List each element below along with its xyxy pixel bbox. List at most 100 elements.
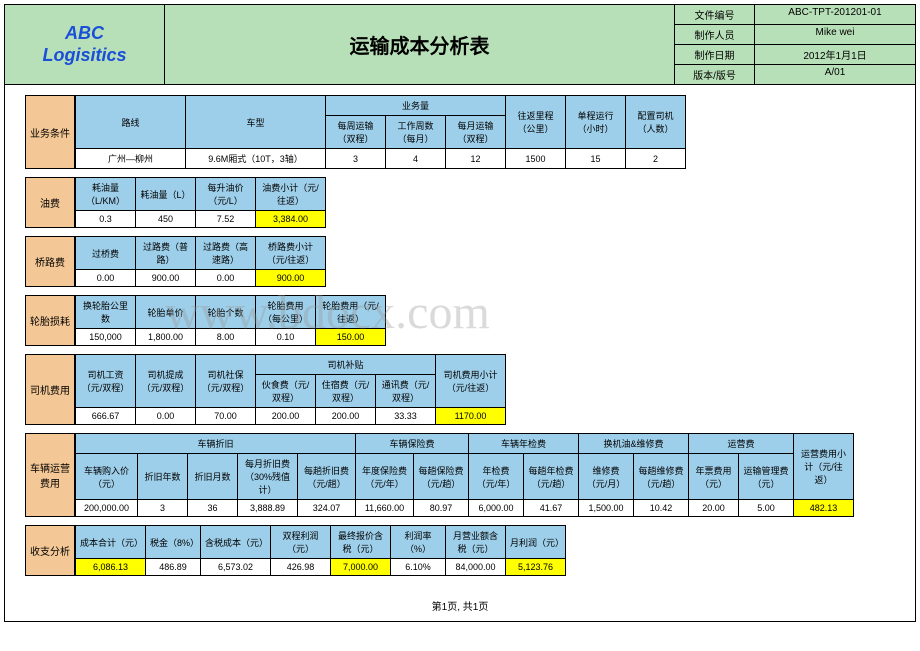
section-label: 收支分析	[25, 525, 75, 576]
section-fuel: 油费 耗油量（L/KM） 耗油量（L） 每升油价（元/L） 油费小计（元/往返）…	[25, 177, 895, 228]
meta-label: 制作人员	[675, 25, 755, 44]
hdr: 每趟保险费（元/趟）	[414, 454, 469, 500]
hdr-group: 车辆折旧	[76, 434, 356, 454]
meta-label: 版本/版号	[675, 65, 755, 84]
section-label: 油费	[25, 177, 75, 228]
hdr: 利润率（%）	[391, 526, 446, 559]
hdr: 年检费（元/年）	[469, 454, 524, 500]
hdr-weeks: 工作周数（每月）	[386, 116, 446, 149]
logo-box: ABC Logisitics	[5, 5, 165, 84]
hdr: 耗油量（L）	[136, 178, 196, 211]
section-label: 轮胎损耗	[25, 295, 75, 346]
val: 0.3	[76, 211, 136, 228]
meta-label: 文件编号	[675, 5, 755, 24]
val: 3	[138, 500, 188, 517]
hdr: 过桥费	[76, 237, 136, 270]
val: 6,086.13	[76, 559, 146, 576]
hdr: 每趟维修费（元/趟）	[634, 454, 689, 500]
business-table: 路线 车型 业务量 往返里程（公里） 单程运行（小时） 配置司机（人数） 每周运…	[75, 95, 686, 169]
hdr: 伙食费（元/双程）	[256, 375, 316, 408]
val: 666.67	[76, 408, 136, 425]
hdr: 住宿费（元/双程）	[316, 375, 376, 408]
val: 1,800.00	[136, 329, 196, 346]
logo-line2: Logisitics	[42, 45, 126, 67]
hdr: 运输管理费（元）	[739, 454, 794, 500]
val: 70.00	[196, 408, 256, 425]
subtotal: 482.13	[794, 500, 854, 517]
hdr: 车辆购入价（元）	[76, 454, 138, 500]
val: 200,000.00	[76, 500, 138, 517]
content-area: www.bdocx.com 业务条件 路线 车型 业务量 往返里程（公里） 单程…	[5, 85, 915, 594]
val: 41.67	[524, 500, 579, 517]
hdr: 每月折旧费（30%残值计）	[238, 454, 298, 500]
opex-table: 车辆折旧 车辆保险费 车辆年检费 换机油&维修费 运营费 运营费用小计（元/往返…	[75, 433, 854, 517]
meta-value: ABC-TPT-201201-01	[755, 5, 915, 24]
document-title: 运输成本分析表	[165, 5, 675, 84]
section-label: 桥路费	[25, 236, 75, 287]
hdr-volume: 业务量	[326, 96, 506, 116]
section-label: 车辆运营费用	[25, 433, 75, 517]
val: 5,123.76	[506, 559, 566, 576]
val: 7,000.00	[331, 559, 391, 576]
hdr: 年票费用（元）	[689, 454, 739, 500]
hdr: 过路费（高速路）	[196, 237, 256, 270]
hdr: 税金（8%）	[146, 526, 201, 559]
val: 426.98	[271, 559, 331, 576]
val: 0.10	[256, 329, 316, 346]
meta-value: Mike wei	[755, 25, 915, 44]
section-toll: 桥路费 过桥费 过路费（普路） 过路费（高速路） 桥路费小计（元/往返） 0.0…	[25, 236, 895, 287]
meta-table: 文件编号 ABC-TPT-201201-01 制作人员 Mike wei 制作日…	[675, 5, 915, 84]
hdr-vehicle: 车型	[186, 96, 326, 149]
hdr: 换轮胎公里数	[76, 296, 136, 329]
subtotal: 150.00	[316, 329, 386, 346]
val: 7.52	[196, 211, 256, 228]
val: 0.00	[136, 408, 196, 425]
val: 150,000	[76, 329, 136, 346]
hdr: 最终报价含税（元）	[331, 526, 391, 559]
hdr-group: 司机补贴	[256, 355, 436, 375]
subtotal: 1170.00	[436, 408, 506, 425]
val-dist: 1500	[506, 149, 566, 169]
val: 450	[136, 211, 196, 228]
logo-line1: ABC	[42, 23, 126, 45]
val: 33.33	[376, 408, 436, 425]
fuel-table: 耗油量（L/KM） 耗油量（L） 每升油价（元/L） 油费小计（元/往返） 0.…	[75, 177, 326, 228]
val: 3,888.89	[238, 500, 298, 517]
hdr: 过路费（普路）	[136, 237, 196, 270]
hdr: 轮胎费用（每公里）	[256, 296, 316, 329]
hdr-dist: 往返里程（公里）	[506, 96, 566, 149]
val: 11,660.00	[356, 500, 414, 517]
val: 900.00	[136, 270, 196, 287]
val-monthly: 12	[446, 149, 506, 169]
val: 6,573.02	[201, 559, 271, 576]
val-weekly: 3	[326, 149, 386, 169]
hdr: 司机工资（元/双程）	[76, 355, 136, 408]
hdr: 耗油量（L/KM）	[76, 178, 136, 211]
hdr: 运营费用小计（元/往返）	[794, 434, 854, 500]
val: 0.00	[76, 270, 136, 287]
val-route: 广州—柳州	[76, 149, 186, 169]
val: 486.89	[146, 559, 201, 576]
val: 0.00	[196, 270, 256, 287]
tire-table: 换轮胎公里数 轮胎单价 轮胎个数 轮胎费用（每公里） 轮胎费用（元/往返） 15…	[75, 295, 386, 346]
hdr-monthly: 每月运输（双程）	[446, 116, 506, 149]
val: 324.07	[298, 500, 356, 517]
val: 84,000.00	[446, 559, 506, 576]
meta-value: A/01	[755, 65, 915, 84]
meta-row-author: 制作人员 Mike wei	[675, 25, 915, 45]
val-weeks: 4	[386, 149, 446, 169]
toll-table: 过桥费 过路费（普路） 过路费（高速路） 桥路费小计（元/往返） 0.00 90…	[75, 236, 326, 287]
header: ABC Logisitics 运输成本分析表 文件编号 ABC-TPT-2012…	[5, 5, 915, 85]
hdr: 每升油价（元/L）	[196, 178, 256, 211]
company-logo: ABC Logisitics	[42, 23, 126, 66]
hdr: 每趟折旧费（元/趟）	[298, 454, 356, 500]
hdr: 月营业额含税（元）	[446, 526, 506, 559]
meta-row-docno: 文件编号 ABC-TPT-201201-01	[675, 5, 915, 25]
val: 1,500.00	[579, 500, 634, 517]
hdr-group: 车辆保险费	[356, 434, 469, 454]
section-pl: 收支分析 成本合计（元） 税金（8%） 含税成本（元） 双程利润（元） 最终报价…	[25, 525, 895, 576]
hdr-group: 车辆年检费	[469, 434, 579, 454]
val-hours: 15	[566, 149, 626, 169]
hdr: 年度保险费（元/年）	[356, 454, 414, 500]
meta-label: 制作日期	[675, 45, 755, 64]
